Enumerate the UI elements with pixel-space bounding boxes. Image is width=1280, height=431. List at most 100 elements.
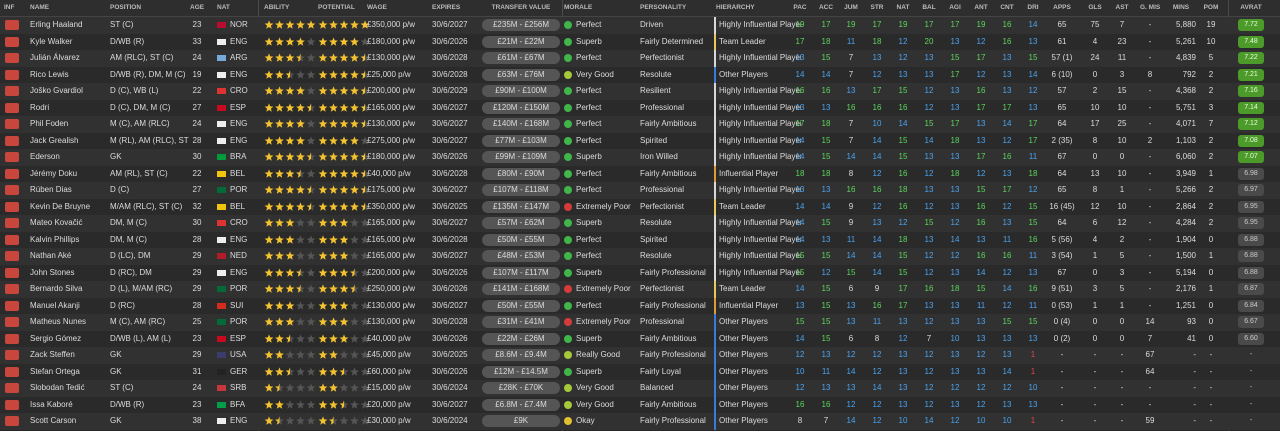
gls: 0 <box>1092 317 1098 326</box>
mins: 1,103 <box>1175 135 1196 145</box>
attribute: 13 <box>976 135 986 145</box>
mins: 5,751 <box>1175 102 1196 112</box>
ast: 23 <box>1117 36 1127 46</box>
transfer-value: £140M - £168M <box>492 119 550 128</box>
pom: 19 <box>1206 20 1216 29</box>
attribute: 13 <box>846 86 856 95</box>
info-badge <box>5 366 19 377</box>
pom: 0 <box>1208 234 1214 244</box>
attribute: 13 <box>846 383 856 392</box>
star-rating <box>318 86 370 95</box>
gls: 2 <box>1092 86 1098 95</box>
attribute: 19 <box>795 20 805 29</box>
attribute: 16 <box>872 185 882 194</box>
value-pill <box>482 184 560 196</box>
nationality: GER <box>230 366 248 376</box>
star-rating <box>264 317 316 326</box>
expires: 30/6/2028 <box>432 168 468 178</box>
average-rating: 7.21 <box>1244 70 1258 78</box>
average-rating: 7.07 <box>1244 153 1258 160</box>
transfer-value: £48M - £53M <box>497 251 545 260</box>
transfer-value: £28K - £70K <box>498 383 544 392</box>
attribute: 18 <box>950 284 960 293</box>
position: M (C), AM (RLC) <box>110 119 170 128</box>
attribute: 17 <box>1028 135 1038 145</box>
gls: 0 <box>1092 69 1098 79</box>
morale-icon <box>564 268 572 277</box>
attribute: 16 <box>795 86 805 95</box>
gmis: - <box>1148 234 1152 244</box>
attribute: 13 <box>898 383 908 392</box>
morale: Extremely Poor <box>576 317 631 326</box>
hierarchy-bar <box>714 281 716 298</box>
attribute: 12 <box>924 350 934 359</box>
attribute: 15 <box>821 317 831 326</box>
gls: 10 <box>1090 102 1100 112</box>
average-rating: 7.08 <box>1244 136 1258 144</box>
ast: 25 <box>1117 119 1127 128</box>
position: D (C), WB (L) <box>110 86 159 95</box>
attribute: 12 <box>846 350 856 359</box>
ast: - <box>1120 350 1124 359</box>
rating-pill <box>1238 85 1264 97</box>
nationality: ENG <box>230 416 248 425</box>
flag <box>217 401 226 408</box>
attribute: 12 <box>795 383 805 392</box>
expires: 30/6/2027 <box>432 20 468 29</box>
attribute: 7 <box>823 416 829 425</box>
info-badge <box>5 317 19 327</box>
attribute: 14 <box>795 152 805 161</box>
name: Stefan Ortega <box>30 366 80 376</box>
attribute: 15 <box>821 135 831 145</box>
name: Jack Grealish <box>30 135 79 145</box>
attribute: 16 <box>872 300 882 310</box>
gls: 1 <box>1092 251 1098 260</box>
player-row: Jérémy Doku AM (RL), ST (C) 22 BEL £40,000 p… <box>0 165 1280 182</box>
attribute: 12 <box>924 399 934 409</box>
attribute: 15 <box>898 251 908 260</box>
attribute: 16 <box>846 102 856 112</box>
pom: 2 <box>1208 152 1214 161</box>
transfer-value: £50M - £55M <box>497 300 545 310</box>
name: Rodri <box>30 102 50 112</box>
morale: Perfect <box>576 119 602 128</box>
morale-icon <box>564 318 572 326</box>
attribute: 12 <box>1002 267 1012 277</box>
star-rating <box>318 300 370 310</box>
pom: - <box>1209 366 1213 376</box>
value-pill <box>482 233 560 246</box>
personality: Fairly Professional <box>640 267 706 277</box>
attribute: 13 <box>795 53 805 62</box>
attribute: 13 <box>950 185 960 194</box>
hierarchy-bar <box>714 347 716 364</box>
info-badge <box>5 251 19 261</box>
name: Bernardo Silva <box>30 284 83 293</box>
attribute: 11 <box>1028 251 1038 260</box>
attribute: 14 <box>795 69 805 79</box>
player-row: Kyle Walker D/WB (R) 33 ENG £180,000 p/w 30/6… <box>0 33 1280 50</box>
morale-icon <box>564 351 572 359</box>
age: 29 <box>192 251 202 260</box>
mins: 1,500 <box>1175 251 1196 260</box>
attribute: 18 <box>898 185 908 194</box>
attribute: 12 <box>924 366 934 376</box>
morale: Perfect <box>576 20 602 29</box>
rating-pill <box>1238 299 1264 312</box>
age: 30 <box>192 152 202 161</box>
age: 28 <box>192 234 202 244</box>
attribute: 13 <box>1002 168 1012 178</box>
attribute: 11 <box>1028 300 1038 310</box>
player-row: Julián Álvarez AM (RLC), ST (C) 24 ARG £130,… <box>0 50 1280 67</box>
attribute: 1 <box>1030 416 1036 425</box>
attribute: 17 <box>872 20 882 29</box>
player-row: Matheus Nunes M (C), AM (RC) 25 POR £130,000… <box>0 314 1280 331</box>
star-rating <box>264 383 316 392</box>
value-pill <box>482 101 560 114</box>
attribute: 18 <box>950 168 960 178</box>
attribute: 12 <box>924 267 934 277</box>
morale: Perfect <box>576 135 602 145</box>
info-badge <box>5 135 19 146</box>
apps: 2 (35) <box>1051 135 1073 145</box>
average-rating: 7.12 <box>1244 120 1258 127</box>
